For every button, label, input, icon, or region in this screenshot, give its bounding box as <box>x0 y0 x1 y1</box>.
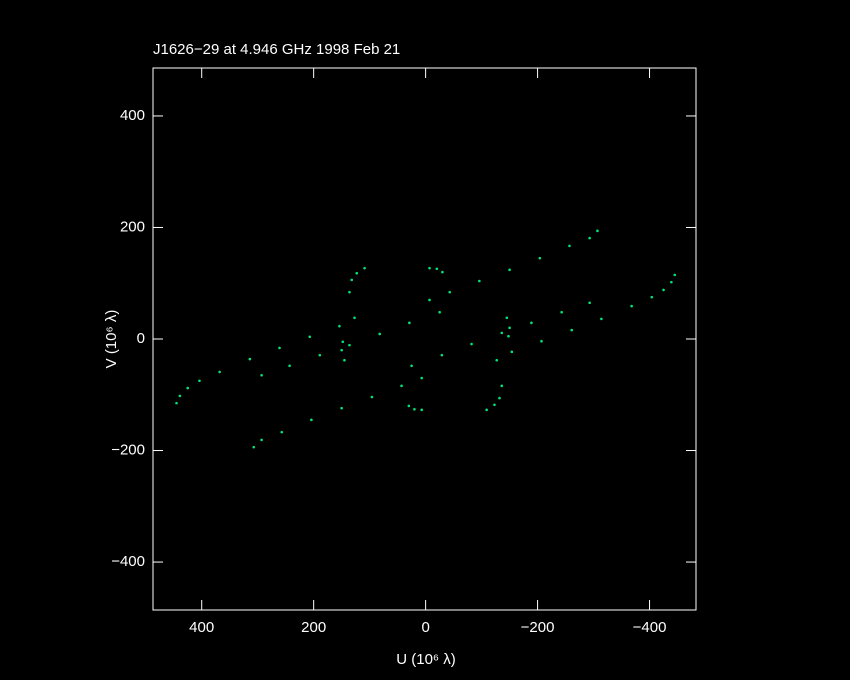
uv-point <box>500 384 504 388</box>
uv-point <box>568 244 571 248</box>
uv-point <box>288 364 291 368</box>
y-tick-label: −200 <box>111 441 145 458</box>
uv-point <box>407 404 411 408</box>
uv-point <box>248 357 252 361</box>
y-axis-label: V (10⁶ λ) <box>103 310 120 369</box>
y-tick-label: −400 <box>111 553 145 570</box>
plot-frame <box>152 67 697 611</box>
uv-point <box>650 295 654 299</box>
uv-point <box>355 271 359 275</box>
uv-point <box>500 331 504 335</box>
chart-title: J1626−29 at 4.946 GHz 1998 Feb 21 <box>153 41 400 58</box>
uv-point <box>508 268 511 272</box>
uv-point <box>178 394 182 398</box>
uv-point <box>630 304 633 308</box>
uv-point <box>670 280 673 284</box>
uv-point <box>428 266 431 270</box>
uv-point <box>278 346 281 350</box>
uv-point <box>540 339 543 343</box>
uv-point <box>341 340 345 344</box>
uv-point <box>600 317 603 321</box>
uv-point <box>308 335 312 339</box>
uv-point <box>280 430 284 434</box>
uv-point <box>438 310 441 314</box>
uv-point <box>175 401 178 405</box>
x-tick-label: 200 <box>301 619 326 636</box>
uv-point <box>588 236 591 240</box>
uv-point <box>370 395 374 399</box>
x-tick-label: 0 <box>421 619 429 636</box>
uv-point <box>338 324 341 328</box>
uv-point <box>485 408 488 412</box>
uv-point <box>408 321 411 325</box>
uv-point <box>353 316 356 320</box>
uv-point <box>441 270 444 274</box>
x-axis-label: U (10⁶ λ) <box>396 651 456 668</box>
uv-point <box>662 288 665 292</box>
uv-point <box>318 353 322 357</box>
uv-point <box>510 350 514 354</box>
uv-point <box>588 301 591 305</box>
uv-point <box>596 229 599 233</box>
uv-point <box>260 373 263 377</box>
x-tick-label: −400 <box>633 619 667 636</box>
uv-point <box>478 279 481 283</box>
uv-point <box>560 310 563 314</box>
uv-point <box>530 321 533 325</box>
uv-point <box>363 266 366 270</box>
x-tick-label: 400 <box>189 619 214 636</box>
uv-point <box>198 379 201 383</box>
uv-point <box>420 408 424 412</box>
uv-point <box>470 342 473 346</box>
uv-point <box>218 370 221 374</box>
uv-point <box>260 438 263 442</box>
uv-point <box>507 334 510 338</box>
uv-point <box>350 278 354 282</box>
uv-point <box>435 267 439 271</box>
uv-point <box>340 348 343 352</box>
uv-point <box>310 418 313 422</box>
uv-point <box>410 364 413 368</box>
uv-point <box>508 326 511 330</box>
uv-point <box>448 290 451 294</box>
y-tick-label: 200 <box>120 218 145 235</box>
uv-point <box>498 396 501 400</box>
uv-point <box>348 290 351 294</box>
uv-point <box>186 386 190 390</box>
uv-point <box>413 407 416 411</box>
x-tick-label: −200 <box>521 619 555 636</box>
uv-point <box>378 332 382 336</box>
uv-point <box>348 343 351 347</box>
uv-point <box>252 445 256 449</box>
uv-point <box>420 376 424 380</box>
uv-point <box>343 358 346 362</box>
uv-point <box>495 358 499 362</box>
y-tick-label: 400 <box>120 107 145 124</box>
uv-point <box>440 353 444 357</box>
uv-point <box>493 403 496 407</box>
uv-point <box>340 406 343 410</box>
y-tick-label: 0 <box>137 330 145 347</box>
uv-point <box>400 384 403 388</box>
uv-point <box>538 256 542 260</box>
uv-point <box>428 298 431 302</box>
uv-point <box>673 273 677 277</box>
uv-point <box>570 328 574 332</box>
uv-point <box>505 316 509 320</box>
